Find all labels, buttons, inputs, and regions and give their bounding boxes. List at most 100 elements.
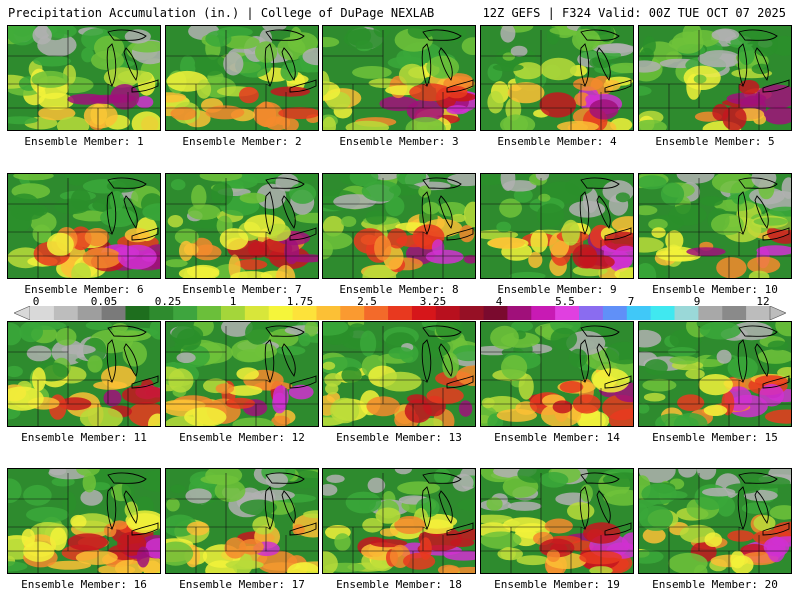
precip-cell bbox=[639, 263, 657, 278]
lake-outline bbox=[762, 79, 790, 93]
precip-cell bbox=[323, 231, 353, 250]
precip-cell bbox=[330, 397, 360, 424]
precip-cell bbox=[753, 217, 788, 226]
precip-map bbox=[323, 322, 475, 426]
lake-outline bbox=[580, 472, 620, 484]
precip-cell bbox=[388, 347, 414, 360]
lake-outline bbox=[438, 343, 453, 377]
precip-cell bbox=[422, 201, 440, 215]
precip-cell bbox=[219, 228, 249, 251]
precip-cell bbox=[379, 528, 399, 537]
precip-cell bbox=[499, 198, 522, 218]
precip-cell bbox=[288, 384, 314, 400]
precip-cell bbox=[539, 92, 577, 118]
precip-cell bbox=[185, 488, 212, 504]
precip-cell bbox=[289, 182, 317, 204]
precip-cell bbox=[544, 518, 573, 534]
precip-cell bbox=[166, 259, 188, 268]
colorbar-swatch bbox=[459, 306, 485, 320]
precip-cell bbox=[727, 356, 758, 380]
precip-cell bbox=[224, 537, 247, 559]
precip-cell bbox=[747, 256, 781, 274]
precip-cell bbox=[186, 521, 210, 536]
colorbar-tick-label: 1 bbox=[229, 295, 237, 308]
precip-cell bbox=[26, 345, 52, 362]
precip-cell bbox=[149, 322, 160, 340]
state-boundary bbox=[580, 83, 586, 87]
lake-outline bbox=[754, 343, 769, 377]
precip-cell bbox=[334, 533, 351, 551]
lake-outline bbox=[738, 29, 778, 41]
lake-outline bbox=[580, 177, 620, 189]
precip-cell bbox=[552, 400, 573, 414]
precip-cell bbox=[85, 322, 113, 330]
ensemble-map-panel bbox=[322, 321, 476, 427]
precip-cell bbox=[639, 60, 661, 73]
precip-cell bbox=[716, 257, 747, 278]
lake-outline bbox=[281, 490, 296, 524]
precip-cell bbox=[323, 215, 344, 237]
precip-cell bbox=[323, 322, 349, 336]
precip-cell bbox=[302, 47, 318, 66]
lake-outline bbox=[604, 375, 632, 389]
state-boundary bbox=[738, 379, 744, 383]
precip-cell bbox=[67, 533, 108, 551]
ensemble-member-label: Ensemble Member: 9 bbox=[497, 283, 617, 296]
precip-cell bbox=[124, 501, 138, 519]
precip-cell bbox=[61, 344, 96, 355]
colorbar-swatch bbox=[364, 306, 389, 320]
precip-cell bbox=[83, 103, 118, 129]
precip-cell bbox=[407, 394, 427, 404]
lake-outline bbox=[754, 195, 769, 229]
precip-cell bbox=[79, 407, 123, 426]
precip-cell bbox=[445, 85, 468, 99]
precip-cell bbox=[458, 400, 473, 417]
lake-outline bbox=[446, 227, 474, 241]
precip-cell bbox=[225, 560, 264, 570]
ensemble-map-panel bbox=[480, 321, 634, 427]
precip-cell bbox=[211, 182, 234, 207]
precip-cell bbox=[33, 55, 71, 67]
lake-outline bbox=[762, 375, 790, 389]
precip-cell bbox=[452, 345, 475, 362]
precip-cell bbox=[272, 385, 289, 409]
colorbar-swatch bbox=[125, 306, 150, 320]
precip-cell bbox=[463, 201, 475, 228]
precip-cell bbox=[426, 387, 464, 405]
ensemble-member-label: Ensemble Member: 5 bbox=[655, 135, 775, 148]
precip-cell bbox=[236, 367, 259, 381]
precip-cell bbox=[205, 469, 243, 486]
precip-cell bbox=[500, 26, 516, 43]
state-boundary bbox=[580, 231, 586, 235]
precip-cell bbox=[693, 74, 707, 84]
precip-cell bbox=[676, 174, 715, 184]
precip-cell bbox=[352, 66, 392, 79]
precip-cell bbox=[451, 213, 466, 223]
precip-cell bbox=[82, 472, 97, 493]
precip-cell bbox=[227, 385, 263, 396]
ensemble-member-label: Ensemble Member: 11 bbox=[21, 431, 147, 444]
precip-cell bbox=[426, 55, 460, 79]
colorbar-swatch bbox=[626, 306, 652, 320]
ensemble-map-panel bbox=[322, 25, 476, 131]
precip-cell bbox=[341, 366, 362, 384]
colorbar-swatch bbox=[149, 306, 174, 320]
precip-cell bbox=[345, 491, 382, 514]
precip-cell bbox=[94, 35, 125, 60]
precip-cell bbox=[114, 559, 145, 573]
precip-cell bbox=[592, 368, 630, 393]
precip-cell bbox=[727, 530, 755, 542]
precip-cell bbox=[323, 550, 338, 573]
precip-cell bbox=[323, 116, 336, 130]
ensemble-member-label: Ensemble Member: 20 bbox=[652, 578, 778, 591]
precip-cell bbox=[50, 527, 67, 551]
lake-outline bbox=[107, 177, 147, 189]
precip-cell bbox=[496, 221, 512, 233]
precip-cell bbox=[768, 206, 791, 217]
precip-cell bbox=[8, 561, 28, 572]
precip-cell bbox=[775, 322, 791, 337]
ensemble-member-label: Ensemble Member: 12 bbox=[179, 431, 305, 444]
precip-cell bbox=[87, 355, 103, 373]
lake-outline bbox=[289, 79, 317, 93]
precip-cell bbox=[228, 254, 241, 278]
